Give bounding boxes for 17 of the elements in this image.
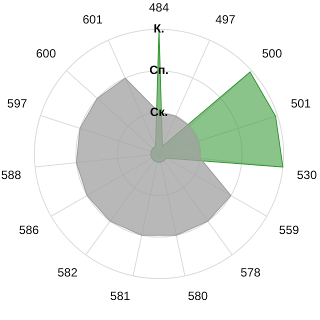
spoke-label: 580 (188, 289, 208, 304)
spoke-label: 582 (58, 266, 78, 280)
spoke-label: 588 (1, 168, 22, 182)
spoke-label: 600 (36, 46, 56, 60)
spoke-label: 497 (215, 12, 236, 26)
spoke-label: 501 (290, 96, 312, 110)
spoke-label: 530 (296, 168, 318, 182)
spoke-label: 559 (279, 222, 300, 237)
spoke-label: 500 (262, 46, 282, 60)
y-tick-label: К. (154, 22, 164, 36)
y-tick-label: Ск. (150, 104, 168, 119)
spoke-label: 601 (82, 12, 103, 26)
spoke-label: 586 (18, 222, 40, 237)
spoke-label: 597 (7, 96, 28, 110)
spoke-label: 581 (110, 289, 130, 304)
spoke-label: 484 (148, 0, 170, 15)
spoke-label: 578 (240, 266, 261, 280)
